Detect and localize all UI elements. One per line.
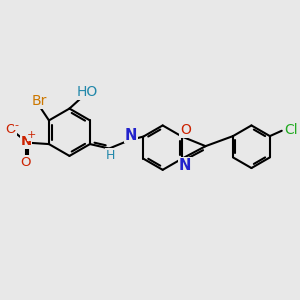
Text: -: - xyxy=(15,120,19,130)
Text: +: + xyxy=(27,130,37,140)
Text: N: N xyxy=(179,158,191,173)
Text: N: N xyxy=(20,135,32,148)
Text: O: O xyxy=(180,123,191,137)
Text: H: H xyxy=(106,149,116,162)
Text: O: O xyxy=(5,123,16,136)
Text: HO: HO xyxy=(76,85,98,99)
Text: O: O xyxy=(21,156,31,169)
Text: Cl: Cl xyxy=(284,123,298,136)
Text: N: N xyxy=(125,128,137,143)
Text: Br: Br xyxy=(32,94,47,109)
